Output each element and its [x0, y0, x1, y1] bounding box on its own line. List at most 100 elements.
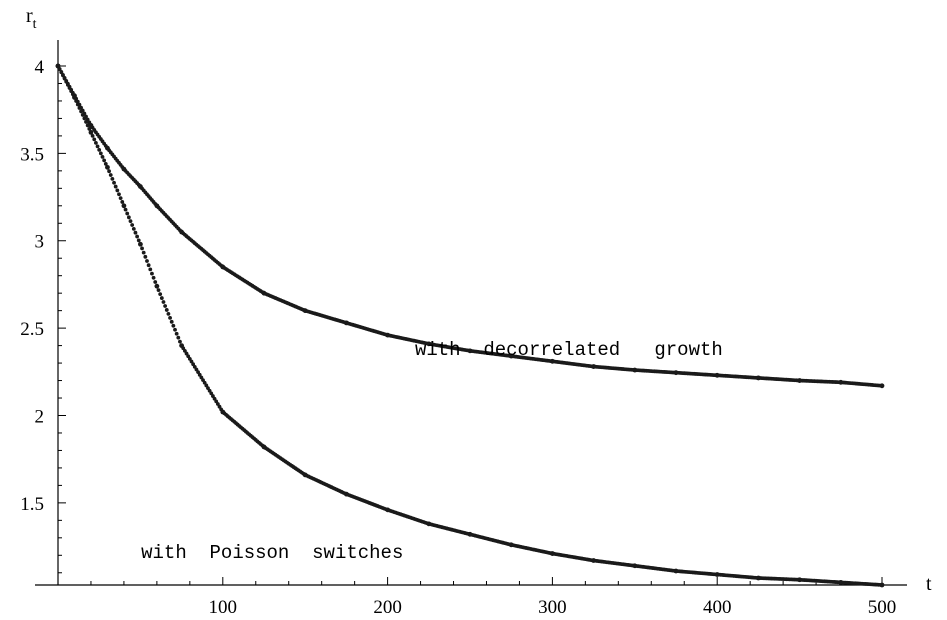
- point-marker: [85, 123, 90, 128]
- point-marker: [880, 583, 884, 587]
- point-marker: [880, 383, 884, 388]
- point-marker: [171, 323, 176, 328]
- curve-annotation: with decorrelated growth: [415, 339, 723, 361]
- point-marker: [59, 70, 64, 75]
- point-marker: [56, 64, 60, 68]
- point-marker: [72, 95, 77, 100]
- y-tick-label: 2.5: [20, 319, 44, 340]
- point-marker: [108, 173, 113, 177]
- point-marker: [153, 280, 158, 284]
- point-marker: [143, 254, 148, 259]
- point-marker: [128, 219, 133, 224]
- annotations: with decorrelated growth with Poisson swi…: [141, 339, 723, 564]
- point-marker: [125, 211, 130, 216]
- point-marker: [136, 238, 141, 243]
- point-marker: [126, 215, 131, 220]
- point-marker: [174, 331, 179, 336]
- point-marker: [67, 86, 72, 90]
- point-marker: [138, 242, 143, 247]
- point-marker: [65, 82, 70, 87]
- point-marker: [150, 271, 154, 276]
- plot-area: 100 200 300 400 500 1.5 2 2.5 3 3.5 4: [20, 40, 907, 618]
- y-axis-label: rt: [26, 5, 37, 32]
- y-tick-label: 3.5: [20, 144, 44, 165]
- series-layer: [55, 63, 885, 588]
- x-ticks: 100 200 300 400 500: [90, 577, 897, 618]
- point-marker: [173, 327, 177, 332]
- point-marker: [146, 263, 151, 268]
- point-marker: [168, 315, 172, 320]
- point-marker: [145, 259, 149, 263]
- point-marker: [156, 288, 161, 293]
- point-marker: [148, 267, 153, 272]
- point-marker: [115, 188, 120, 193]
- point-marker: [105, 165, 110, 170]
- point-marker: [112, 180, 116, 185]
- point-marker: [123, 207, 128, 212]
- y-tick-label: 4: [35, 57, 45, 78]
- point-marker: [120, 200, 125, 204]
- point-marker: [164, 308, 169, 312]
- x-tick-label: 500: [868, 597, 897, 618]
- point-marker: [113, 184, 118, 189]
- point-marker: [82, 116, 87, 121]
- point-marker: [110, 176, 115, 181]
- point-marker: [94, 140, 98, 145]
- point-marker: [97, 147, 102, 152]
- point-marker: [64, 79, 69, 84]
- point-marker: [62, 76, 67, 81]
- point-marker: [100, 154, 105, 159]
- point-marker: [161, 300, 166, 304]
- y-axis-label-subscript: t: [33, 17, 37, 32]
- y-tick-label: 3: [35, 232, 45, 253]
- point-marker: [154, 284, 159, 289]
- point-marker: [74, 99, 79, 103]
- point-marker: [135, 234, 140, 239]
- point-marker: [130, 223, 135, 227]
- point-marker: [77, 106, 82, 110]
- point-marker: [117, 192, 121, 197]
- point-marker: [133, 230, 138, 235]
- curve-annotation: with Poisson switches: [141, 542, 403, 564]
- point-marker: [79, 109, 83, 114]
- point-marker: [102, 158, 107, 163]
- point-marker: [84, 120, 88, 124]
- point-marker: [131, 226, 136, 231]
- point-marker: [89, 130, 93, 135]
- point-marker: [178, 339, 182, 344]
- series-poisson-switches: [55, 63, 885, 588]
- point-marker: [70, 92, 75, 97]
- x-tick-label: 100: [209, 597, 238, 618]
- y-ticks: 1.5 2 2.5 3 3.5 4: [20, 57, 66, 574]
- point-marker: [80, 113, 85, 117]
- point-marker: [75, 102, 80, 107]
- point-marker: [158, 292, 163, 297]
- x-tick-label: 400: [703, 597, 732, 618]
- point-marker: [95, 144, 100, 149]
- point-marker: [140, 246, 144, 251]
- point-marker: [87, 120, 92, 125]
- point-marker: [57, 67, 62, 72]
- point-marker: [176, 335, 181, 340]
- point-marker: [166, 312, 171, 316]
- point-marker: [61, 73, 65, 78]
- point-marker: [90, 133, 95, 138]
- point-marker: [98, 151, 103, 156]
- point-marker: [169, 319, 174, 324]
- y-tick-label: 1.5: [20, 494, 44, 515]
- point-marker: [151, 275, 156, 280]
- point-marker: [163, 304, 168, 308]
- point-marker: [141, 250, 146, 255]
- x-axis-label: t: [926, 573, 932, 595]
- point-marker: [122, 203, 126, 208]
- point-marker: [159, 296, 164, 300]
- point-marker: [118, 196, 123, 201]
- point-marker: [92, 137, 97, 142]
- point-marker: [103, 161, 108, 166]
- point-marker: [107, 169, 111, 174]
- x-tick-label: 300: [538, 597, 567, 618]
- point-marker: [69, 89, 74, 94]
- point-marker: [87, 127, 92, 131]
- y-tick-label: 2: [35, 406, 45, 427]
